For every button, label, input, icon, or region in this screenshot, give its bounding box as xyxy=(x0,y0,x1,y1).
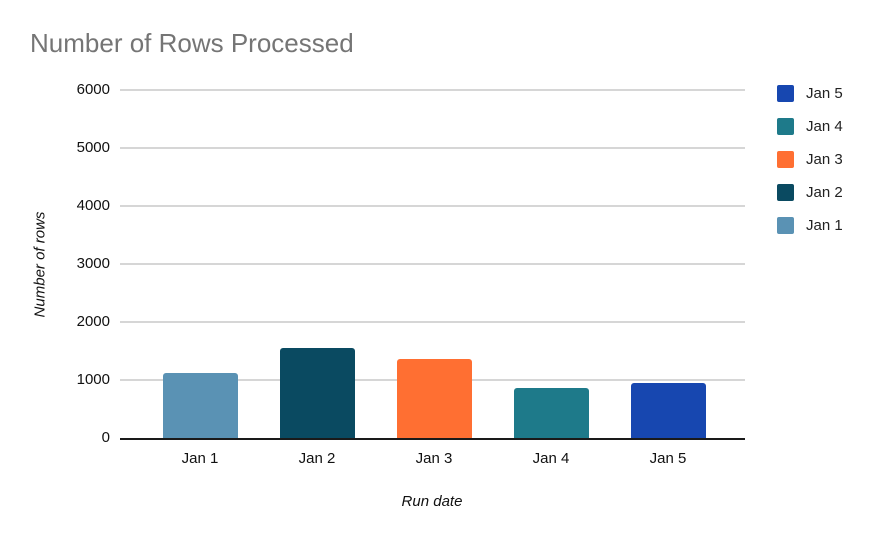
legend: Jan 5 Jan 4 Jan 3 Jan 2 Jan 1 xyxy=(777,85,843,234)
gridline xyxy=(120,205,745,207)
legend-item-jan-2: Jan 2 xyxy=(777,184,843,201)
legend-item-jan-5: Jan 5 xyxy=(777,85,843,102)
y-tick-label: 0 xyxy=(101,429,110,446)
gridline xyxy=(120,263,745,265)
chart-title: Number of Rows Processed xyxy=(30,28,354,58)
y-tick-label: 6000 xyxy=(76,81,110,98)
gridline xyxy=(120,89,745,91)
y-tick-label: 4000 xyxy=(76,197,110,214)
bar-jan-4 xyxy=(513,387,589,438)
gridline xyxy=(120,147,745,149)
legend-label: Jan 4 xyxy=(806,118,843,135)
legend-swatch xyxy=(777,184,794,201)
legend-swatch xyxy=(777,85,794,102)
x-tick-label: Jan 4 xyxy=(532,450,570,467)
bar-jan-5 xyxy=(630,383,706,438)
legend-label: Jan 5 xyxy=(806,85,843,102)
legend-item-jan-1: Jan 1 xyxy=(777,217,843,234)
legend-label: Jan 3 xyxy=(806,151,843,168)
y-tick-label: 1000 xyxy=(76,371,110,388)
bar-jan-2 xyxy=(279,348,355,438)
x-tick-label: Jan 1 xyxy=(181,450,219,467)
y-tick-label: 5000 xyxy=(76,139,110,156)
y-tick-label: 2000 xyxy=(76,313,110,330)
legend-swatch xyxy=(777,151,794,168)
y-tick-label: 3000 xyxy=(76,255,110,272)
legend-item-jan-4: Jan 4 xyxy=(777,118,843,135)
legend-label: Jan 2 xyxy=(806,184,843,201)
legend-item-jan-3: Jan 3 xyxy=(777,151,843,168)
bar-jan-1 xyxy=(162,373,238,438)
legend-swatch xyxy=(777,118,794,135)
plot-area xyxy=(120,89,745,440)
x-tick-label: Jan 3 xyxy=(415,450,453,467)
gridline xyxy=(120,321,745,323)
x-tick-label: Jan 2 xyxy=(298,450,336,467)
legend-label: Jan 1 xyxy=(806,217,843,234)
x-axis-title: Run date xyxy=(401,493,463,510)
x-tick-label: Jan 5 xyxy=(649,450,687,467)
legend-swatch xyxy=(777,217,794,234)
bar-jan-3 xyxy=(396,359,472,438)
